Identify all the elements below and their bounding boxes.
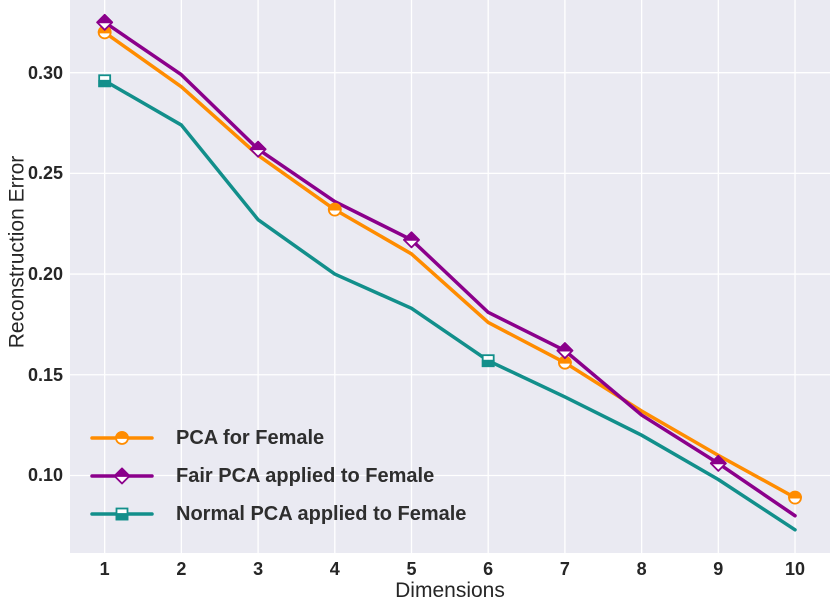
y-axis-label: Reconstruction Error — [5, 155, 29, 349]
x-tick-label: 4 — [329, 559, 340, 579]
x-tick-label: 3 — [253, 559, 264, 579]
x-tick-label: 2 — [176, 559, 187, 579]
y-tick-label: 0.15 — [27, 364, 63, 385]
circle-marker-icon — [90, 431, 154, 445]
legend-label: Fair PCA applied to Female — [176, 465, 435, 487]
legend: PCA for Female Fair PCA applied to Femal… — [90, 419, 466, 533]
y-tick-label: 0.30 — [27, 62, 63, 83]
legend-label: Normal PCA applied to Female — [176, 503, 467, 525]
x-axis-label: Dimensions — [395, 579, 505, 602]
plot-area — [70, 0, 830, 553]
legend-item: Normal PCA applied to Female — [90, 495, 466, 533]
x-tick-label: 10 — [785, 559, 806, 579]
legend-item: Fair PCA applied to Female — [90, 457, 466, 495]
x-tick-label: 7 — [559, 559, 570, 579]
legend-label: PCA for Female — [176, 427, 325, 449]
legend-item: PCA for Female — [90, 419, 466, 457]
chart-canvas — [70, 0, 830, 553]
x-tick-label: 1 — [99, 559, 110, 579]
y-tick-label: 0.20 — [27, 264, 63, 285]
square-marker-icon — [90, 507, 154, 521]
y-tick-label: 0.10 — [27, 465, 63, 486]
diamond-marker-icon — [90, 467, 154, 485]
y-tick-label: 0.25 — [27, 163, 63, 184]
x-tick-label: 9 — [713, 559, 724, 579]
x-tick-label: 8 — [636, 559, 647, 579]
x-tick-label: 5 — [406, 559, 417, 579]
x-tick-label: 6 — [483, 559, 494, 579]
